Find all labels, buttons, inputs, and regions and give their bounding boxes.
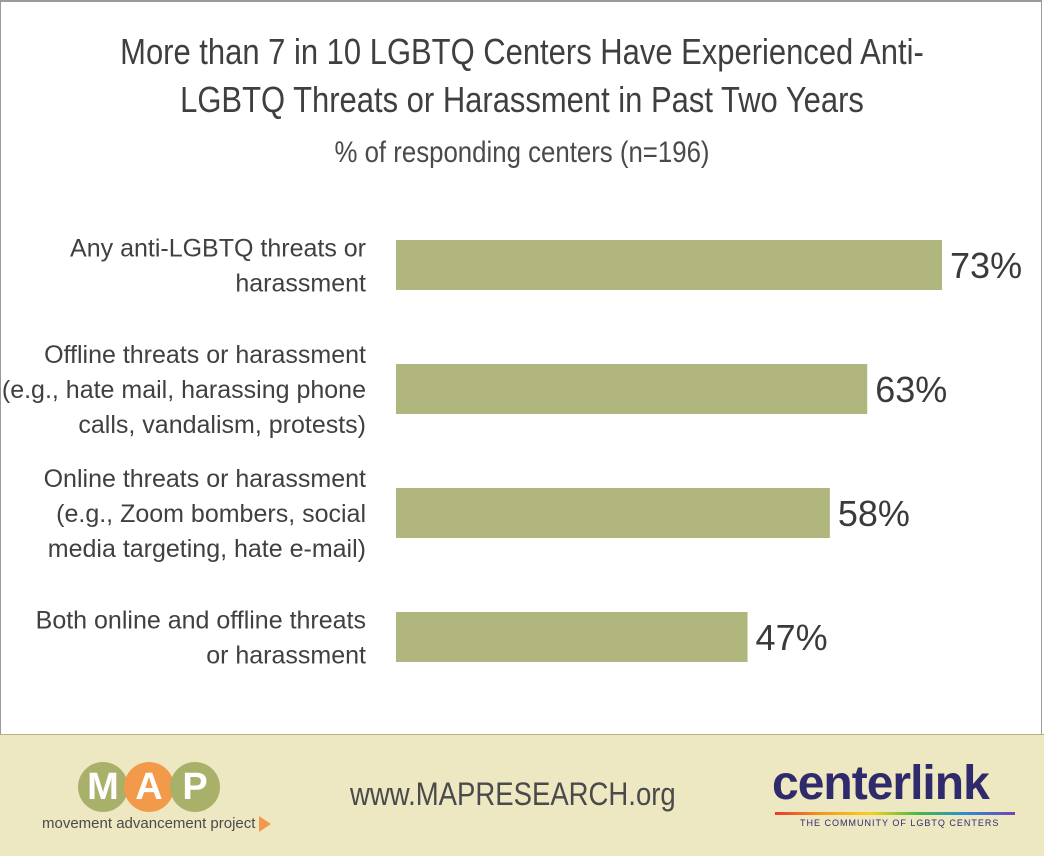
rainbow-stripe — [775, 812, 1015, 815]
map-tagline: movement advancement project — [42, 815, 272, 833]
category-label-3-line-3: media targeting, hate e-mail) — [48, 535, 366, 563]
centerlink-logo[interactable]: centerlink — [772, 757, 990, 810]
title-line-1: More than 7 in 10 LGBTQ Centers Have Exp… — [120, 31, 924, 72]
map-letter-a: A — [124, 762, 174, 812]
value-label-3: 58% — [838, 493, 910, 534]
category-label-1-line-1: Any anti-LGBTQ threats or — [70, 235, 366, 263]
category-label-3-line-1: Online threats or harassment — [44, 465, 366, 493]
bar-1 — [396, 240, 943, 290]
category-label-4-line-2: or harassment — [206, 642, 366, 670]
category-label-3-line-2: (e.g., Zoom bombers, social — [56, 500, 366, 528]
website-link[interactable]: www.MAPRESEARCH.org — [350, 776, 676, 812]
category-label-1-line-2: harassment — [235, 270, 366, 298]
map-letter-m: M — [78, 762, 128, 812]
bar-4 — [396, 612, 748, 662]
value-label-1: 73% — [950, 245, 1022, 286]
map-tagline-text: movement advancement project — [42, 815, 256, 832]
category-label-2-line-3: calls, vandalism, protests) — [78, 411, 366, 439]
map-letter-p: P — [170, 762, 220, 812]
centerlink-tagline: THE COMMUNITY OF LGBTQ CENTERS — [800, 818, 1000, 828]
bar-2 — [396, 364, 868, 414]
value-label-2: 63% — [875, 369, 947, 410]
category-label-2-line-2: (e.g., hate mail, harassing phone — [2, 376, 366, 404]
chart-title: More than 7 in 10 LGBTQ Centers Have Exp… — [73, 28, 971, 124]
category-label-2-line-1: Offline threats or harassment — [44, 341, 366, 369]
category-label-4-line-1: Both online and offline threats — [36, 607, 366, 635]
chart-subtitle: % of responding centers (n=196) — [334, 136, 710, 169]
title-line-2: LGBTQ Threats or Harassment in Past Two … — [180, 79, 864, 120]
play-arrow-icon — [259, 816, 272, 833]
bar-chart: 73% Any anti-LGBTQ threats or harassment 63… — [2, 235, 1022, 670]
bar-3 — [396, 488, 830, 538]
value-label-4: 47% — [756, 617, 828, 658]
